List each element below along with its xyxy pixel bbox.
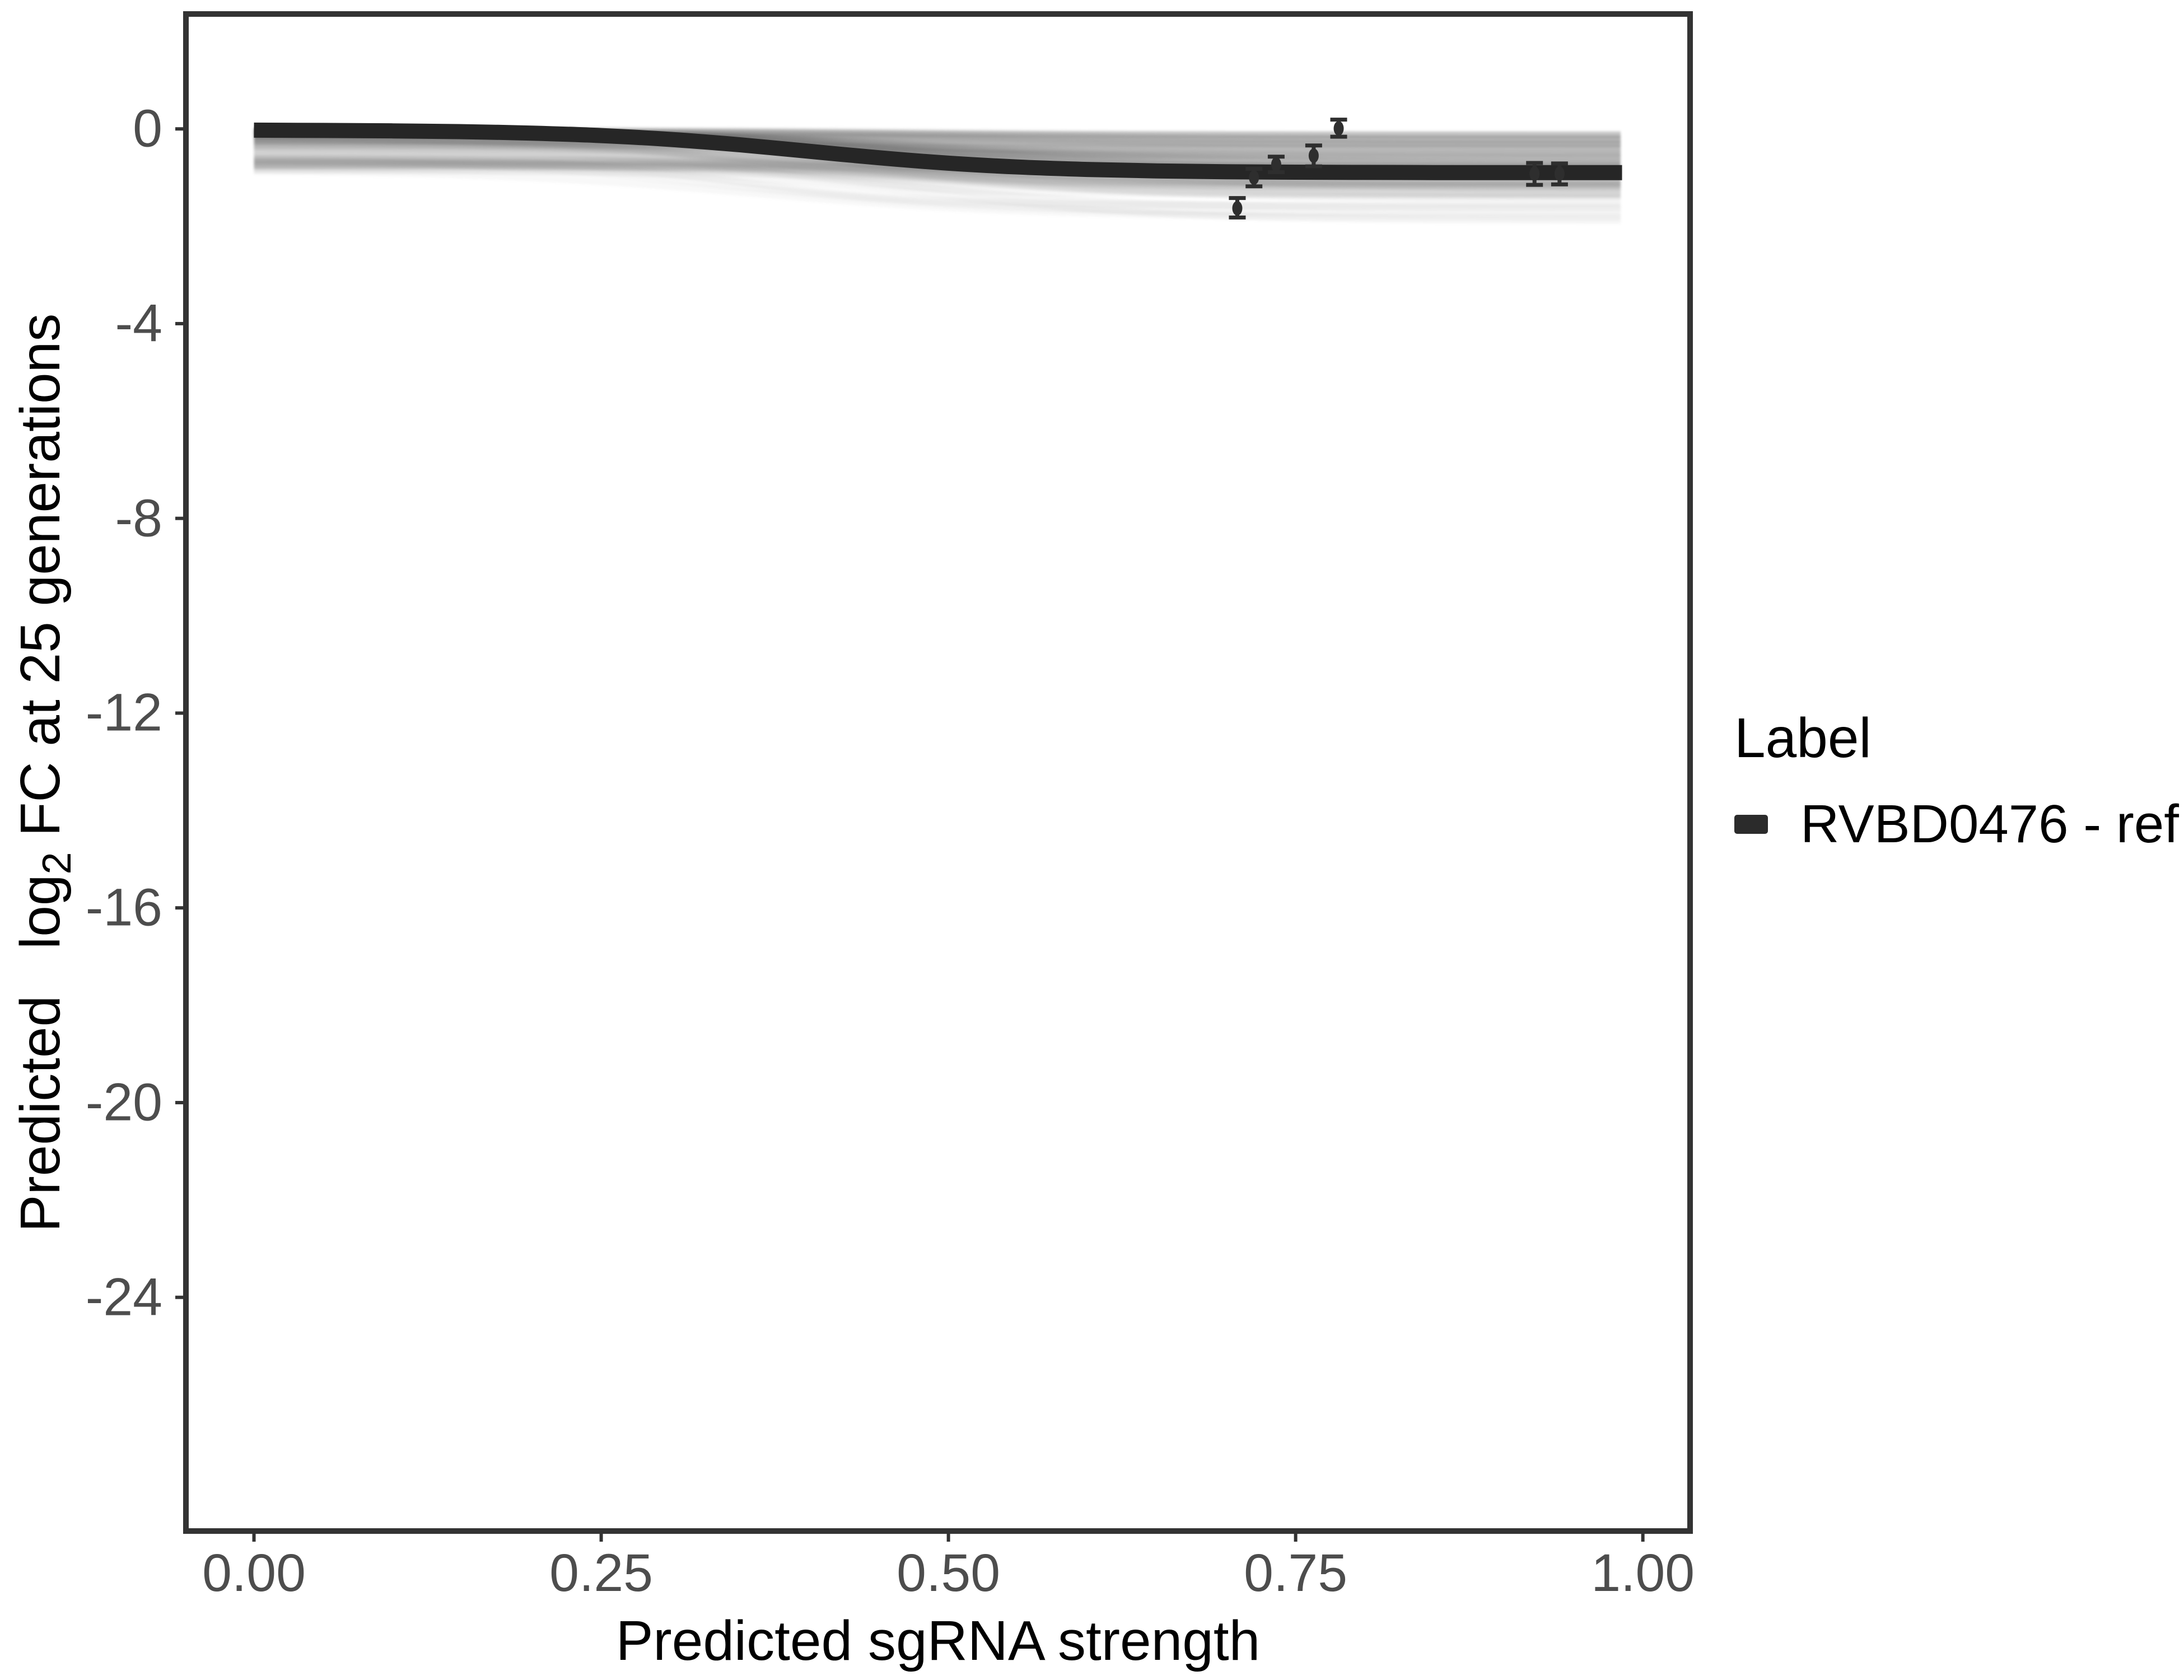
posterior-draw	[254, 157, 1621, 199]
y-axis-title-log: log	[9, 874, 72, 949]
posterior-draw	[254, 157, 1621, 188]
legend-entry: RVBD0476 - ref	[1734, 797, 2179, 851]
posterior-draw	[254, 167, 1621, 221]
errorbar-point	[1229, 196, 1246, 220]
x-tick-label: 0.50	[897, 1543, 1001, 1603]
errorbar-point	[1267, 155, 1285, 175]
posterior-draw	[254, 158, 1621, 189]
y-tick-label: -8	[115, 488, 162, 548]
mean-curve	[254, 122, 1622, 180]
y-axis-title-pre: Predicted	[9, 979, 72, 1232]
y-tick-label: -4	[115, 293, 162, 353]
posterior-draw	[254, 138, 1621, 167]
point-marker	[1554, 166, 1565, 181]
y-tick-label: -24	[85, 1267, 162, 1327]
y-tick-label: -16	[85, 878, 162, 937]
legend-entry-label: RVBD0476 - ref	[1800, 794, 2179, 854]
posterior-draw	[254, 150, 1621, 189]
y-tick-label: -20	[85, 1072, 162, 1132]
errorbar-point	[1551, 161, 1568, 186]
y-axis-title-post: FC at 25 generations	[9, 313, 72, 852]
point-marker	[1271, 157, 1281, 172]
posterior-draw	[254, 160, 1621, 212]
posterior-draw	[254, 154, 1621, 209]
panel-border	[183, 11, 1693, 1534]
posterior-draw	[254, 166, 1621, 189]
posterior-draw	[254, 142, 1621, 159]
y-tick-label: 0	[133, 99, 162, 158]
posterior-draw	[254, 146, 1621, 191]
errorbar-point	[1526, 161, 1543, 187]
posterior-draw	[254, 134, 1621, 186]
posterior-draw	[254, 141, 1621, 153]
posterior-draw	[254, 140, 1621, 153]
x-axis-title: Predicted sgRNA strength	[615, 1609, 1261, 1672]
error-points	[1229, 118, 1568, 220]
y-tick-label: -12	[85, 683, 162, 743]
errorbar-point	[1330, 118, 1347, 139]
y-axis-title: Predicted log2 FC at 25 generations	[9, 313, 80, 1231]
legend-title: Label	[1734, 707, 1872, 769]
point-marker	[1232, 200, 1243, 216]
errorbar-point	[1305, 143, 1322, 169]
point-marker	[1249, 170, 1259, 185]
posterior-draw	[254, 134, 1621, 198]
posterior-draw	[254, 147, 1621, 198]
point-marker	[1529, 166, 1540, 181]
point-marker	[1308, 148, 1319, 163]
posterior-draw	[254, 162, 1621, 202]
x-tick-label: 0.25	[549, 1543, 654, 1603]
x-tick-label: 1.00	[1591, 1543, 1695, 1603]
plot-panel	[186, 14, 1690, 1531]
x-tick-label: 0.75	[1244, 1543, 1348, 1603]
x-tick-label: 0.00	[202, 1543, 306, 1603]
y-axis-title-subscript: 2	[35, 851, 80, 875]
posterior-draw	[254, 156, 1621, 217]
legend: Label RVBD0476 - ref	[1734, 710, 2179, 851]
posterior-draw	[254, 137, 1621, 157]
legend-key-swatch	[1734, 815, 1768, 834]
errorbar-point	[1245, 166, 1263, 189]
posterior-draw	[254, 161, 1621, 186]
point-marker	[1333, 121, 1344, 136]
posterior-draw	[254, 137, 1621, 155]
posterior-draw	[254, 166, 1621, 224]
